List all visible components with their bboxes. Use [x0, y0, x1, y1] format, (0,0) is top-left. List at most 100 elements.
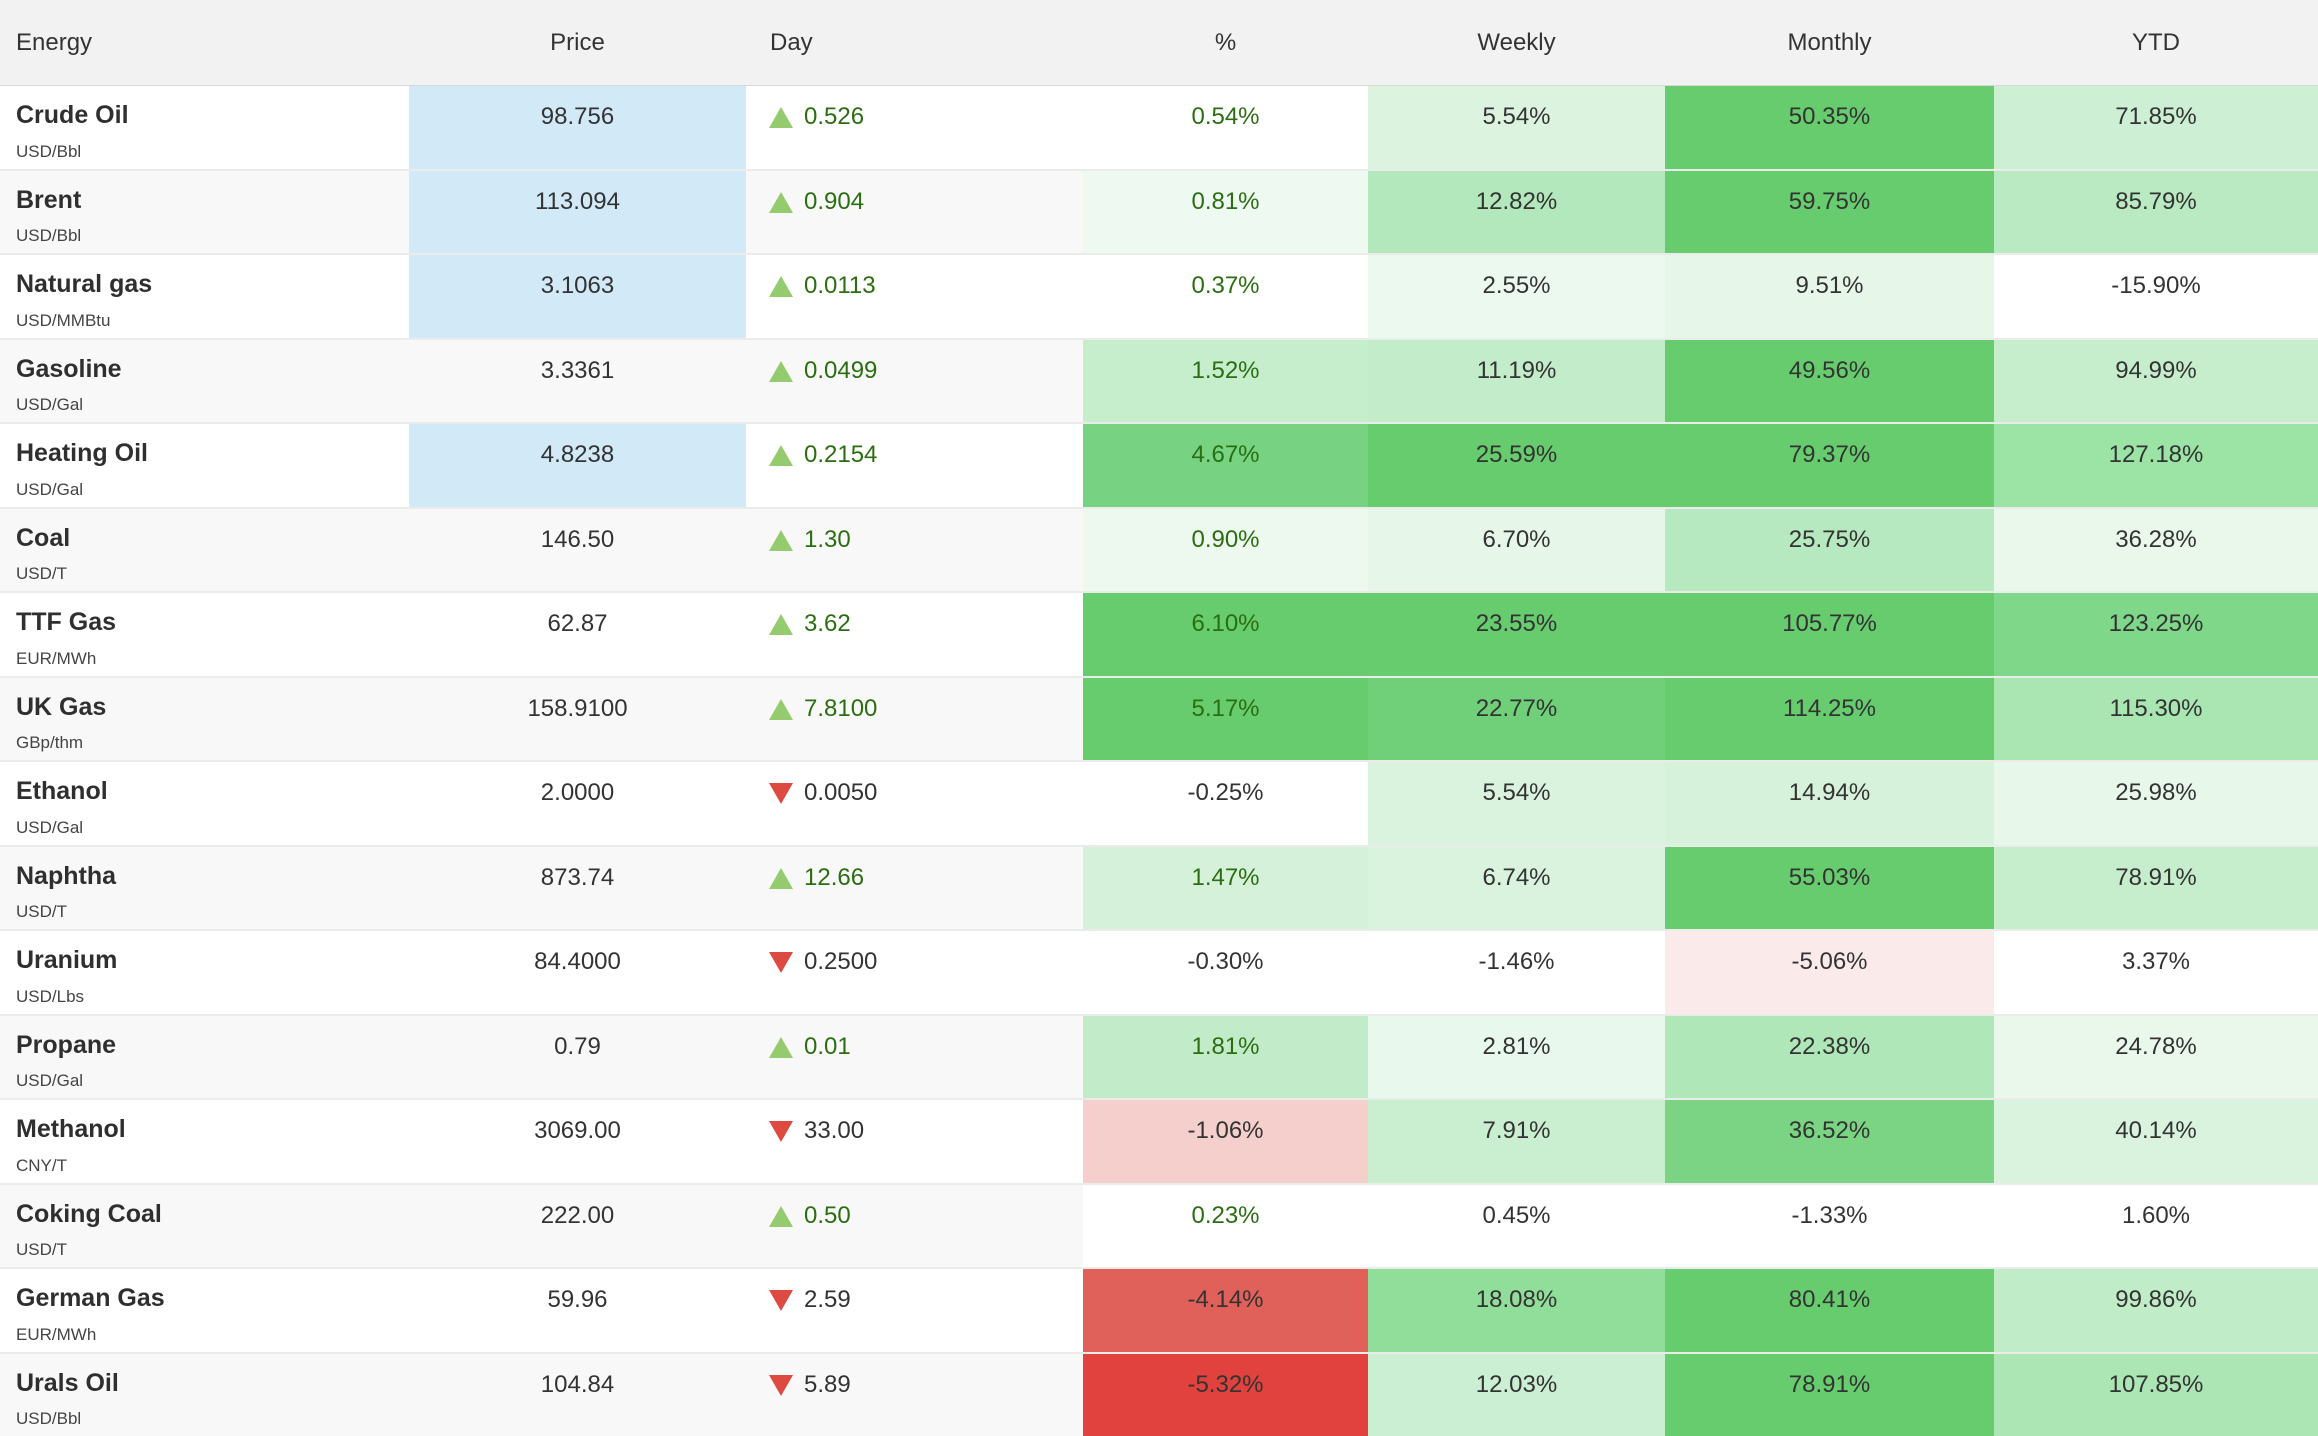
commodity-name[interactable]: Propane	[16, 1030, 117, 1059]
price-cell: 4.8238	[409, 424, 746, 507]
up-arrow-icon	[769, 360, 793, 382]
day-change-cell: 0.0499	[746, 340, 1083, 423]
commodity-name[interactable]: Heating Oil	[16, 439, 148, 467]
daily-percent-cell: 5.17%	[1083, 677, 1368, 760]
monthly-cell: 49.56%	[1665, 339, 1994, 422]
price-cell: 98.756	[409, 86, 746, 169]
commodity-name[interactable]: Coal	[16, 523, 71, 552]
weekly-cell: 2.81%	[1368, 1015, 1665, 1098]
column-header-monthly[interactable]: Monthly	[1787, 28, 1872, 56]
column-header-percent[interactable]: %	[1214, 28, 1237, 56]
monthly-value: 50.35%	[1788, 103, 1871, 130]
table-row: Naphtha USD/T 873.74 12.66 1.47% 6.74% 5…	[0, 846, 2318, 931]
price-value: 146.50	[540, 525, 615, 553]
commodity-name[interactable]: TTF Gas	[16, 608, 117, 636]
daily-percent-cell: -1.06%	[1083, 1100, 1368, 1183]
ytd-cell: 78.91%	[1994, 846, 2318, 929]
ytd-cell: 107.85%	[1994, 1353, 2318, 1436]
monthly-cell: 105.77%	[1665, 593, 1994, 676]
monthly-cell: 36.52%	[1665, 1100, 1994, 1183]
day-change-cell: 0.2154	[746, 424, 1083, 507]
day-change-value: 0.526	[804, 103, 865, 130]
commodity-name[interactable]: Gasoline	[16, 354, 122, 383]
monthly-cell: 14.94%	[1665, 762, 1994, 845]
table-row: Ethanol USD/Gal 2.0000 0.0050 -0.25% 5.5…	[0, 762, 2318, 847]
commodity-name[interactable]: Ethanol	[16, 777, 108, 805]
up-arrow-icon	[769, 1205, 793, 1227]
day-change-cell: 0.01	[746, 1016, 1083, 1099]
day-change-value: 12.66	[804, 863, 865, 891]
table-row: German Gas EUR/MWh 59.96 2.59 -4.14% 18.…	[0, 1269, 2318, 1354]
column-header-energy[interactable]: Energy	[16, 28, 93, 56]
monthly-cell: 22.38%	[1665, 1015, 1994, 1098]
commodity-unit: USD/Gal	[16, 479, 84, 499]
monthly-cell: 114.25%	[1665, 677, 1994, 760]
weekly-value: 23.55%	[1475, 610, 1558, 637]
day-change-value: 7.8100	[804, 694, 878, 722]
commodity-cell: UK Gas GBp/thm	[0, 678, 409, 761]
commodity-name[interactable]: Naphtha	[16, 861, 116, 890]
commodity-unit: EUR/MWh	[16, 1324, 97, 1344]
price-cell: 59.96	[409, 1269, 746, 1352]
price-value: 222.00	[540, 1201, 615, 1229]
ytd-cell: 123.25%	[1994, 593, 2318, 676]
monthly-cell: 50.35%	[1665, 86, 1994, 169]
commodity-name[interactable]: Methanol	[16, 1115, 126, 1143]
weekly-cell: 22.77%	[1368, 677, 1665, 760]
commodity-cell: Heating Oil USD/Gal	[0, 424, 409, 507]
table-row: Methanol CNY/T 3069.00 33.00 -1.06% 7.91…	[0, 1100, 2318, 1185]
weekly-value: 7.91%	[1482, 1117, 1551, 1144]
commodity-unit: EUR/MWh	[16, 648, 97, 668]
weekly-cell: -1.46%	[1368, 931, 1665, 1014]
ytd-value: 78.91%	[2115, 863, 2197, 891]
price-cell: 113.094	[409, 170, 746, 253]
ytd-cell: 25.98%	[1994, 762, 2318, 845]
commodity-name[interactable]: Urals Oil	[16, 1368, 119, 1397]
table-row: UK Gas GBp/thm 158.9100 7.8100 5.17% 22.…	[0, 677, 2318, 762]
commodity-unit: GBp/thm	[16, 733, 84, 752]
commodity-name[interactable]: Natural gas	[16, 270, 153, 298]
table-row: Propane USD/Gal 0.79 0.01 1.81% 2.81% 22…	[0, 1015, 2318, 1100]
commodity-name[interactable]: UK Gas	[16, 692, 107, 721]
weekly-value: 12.82%	[1475, 187, 1558, 215]
monthly-cell: -1.33%	[1665, 1184, 1994, 1267]
commodity-unit: USD/Gal	[16, 817, 84, 837]
daily-percent-value: 1.47%	[1191, 863, 1260, 891]
price-value: 4.8238	[540, 441, 615, 468]
daily-percent-cell: -0.30%	[1083, 931, 1368, 1014]
ytd-value: 107.85%	[2108, 1370, 2204, 1398]
price-cell: 0.79	[409, 1016, 746, 1099]
commodity-name[interactable]: Crude Oil	[16, 101, 129, 129]
day-change-value: 1.30	[804, 525, 851, 553]
commodity-name[interactable]: Coking Coal	[16, 1199, 162, 1228]
price-value: 3.3361	[540, 356, 615, 384]
monthly-value: 80.41%	[1788, 1286, 1871, 1313]
commodity-name[interactable]: Brent	[16, 185, 82, 214]
table-row: Coking Coal USD/T 222.00 0.50 0.23% 0.45…	[0, 1184, 2318, 1269]
day-change-value: 0.0499	[804, 356, 878, 384]
commodity-name[interactable]: Uranium	[16, 946, 118, 974]
column-header-ytd[interactable]: YTD	[2132, 28, 2180, 56]
column-header-day[interactable]: Day	[770, 28, 813, 56]
daily-percent-value: 0.81%	[1191, 187, 1260, 215]
price-value: 2.0000	[540, 779, 615, 806]
weekly-cell: 5.54%	[1368, 762, 1665, 845]
weekly-value: 12.03%	[1475, 1370, 1558, 1398]
day-change-cell: 1.30	[746, 509, 1083, 592]
commodity-cell: Propane USD/Gal	[0, 1016, 409, 1099]
price-value: 59.96	[547, 1286, 608, 1313]
daily-percent-cell: 1.47%	[1083, 846, 1368, 929]
column-header-weekly[interactable]: Weekly	[1477, 28, 1556, 56]
column-header-price[interactable]: Price	[550, 28, 605, 56]
weekly-cell: 2.55%	[1368, 255, 1665, 338]
day-change-value: 0.01	[804, 1032, 851, 1060]
daily-percent-cell: -5.32%	[1083, 1353, 1368, 1436]
weekly-cell: 18.08%	[1368, 1269, 1665, 1352]
weekly-value: 22.77%	[1475, 694, 1558, 722]
monthly-value: 22.38%	[1788, 1032, 1871, 1060]
commodity-name[interactable]: German Gas	[16, 1284, 165, 1312]
daily-percent-value: 1.81%	[1191, 1032, 1260, 1060]
ytd-cell: 71.85%	[1994, 86, 2318, 169]
ytd-value: 127.18%	[2108, 441, 2204, 468]
commodity-cell: Naphtha USD/T	[0, 847, 409, 930]
